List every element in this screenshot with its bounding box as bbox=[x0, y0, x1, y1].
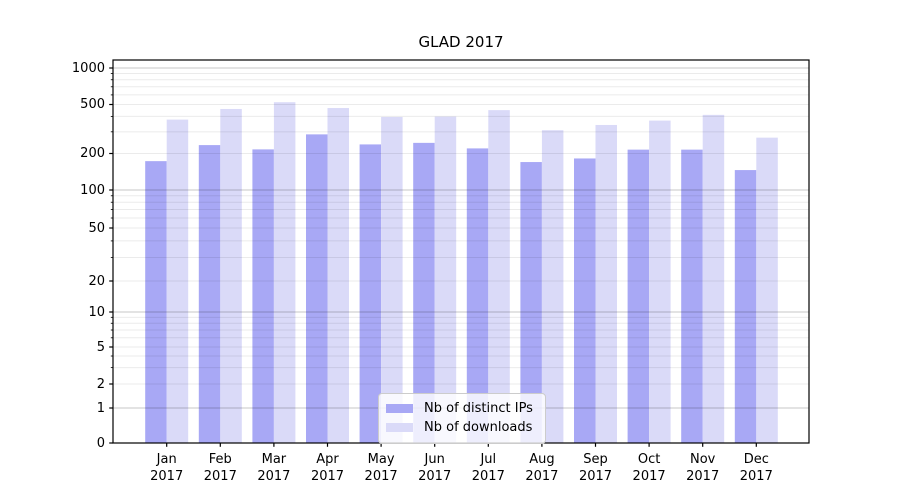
bar-downloads bbox=[381, 116, 403, 443]
x-tick-label: Sep 2017 bbox=[578, 452, 613, 484]
bar-distinct-ips bbox=[306, 134, 328, 443]
y-tick-label: 10 bbox=[88, 304, 105, 320]
x-tick-label: Jan 2017 bbox=[150, 452, 184, 484]
bar-distinct-ips bbox=[413, 142, 435, 443]
y-tick-label: 1 bbox=[96, 400, 105, 416]
y-tick-label: 200 bbox=[80, 146, 105, 161]
x-tick-label: Oct 2017 bbox=[632, 452, 666, 484]
y-tick-label: 2 bbox=[96, 376, 105, 392]
legend-label-distinct-ips: Nb of distinct IPs bbox=[424, 401, 533, 416]
bar-downloads bbox=[273, 102, 296, 444]
x-tick-label: Mar 2017 bbox=[257, 452, 291, 484]
bar-distinct-ips bbox=[574, 158, 596, 443]
x-tick-label: Nov 2017 bbox=[686, 452, 720, 484]
bar-downloads bbox=[649, 120, 671, 443]
y-tick-label: 20 bbox=[88, 273, 105, 289]
legend-swatch-downloads bbox=[386, 423, 413, 432]
bar-downloads bbox=[327, 108, 349, 443]
bar-distinct-ips bbox=[145, 161, 167, 443]
bar-distinct-ips bbox=[359, 144, 382, 443]
bar-downloads bbox=[756, 137, 778, 443]
bar-downloads bbox=[595, 124, 617, 443]
bar-downloads bbox=[702, 114, 725, 443]
legend-label-downloads: Nb of downloads bbox=[424, 420, 533, 435]
bar-distinct-ips bbox=[681, 149, 703, 443]
bar-downloads bbox=[488, 110, 510, 443]
y-tick-label: 5 bbox=[96, 339, 105, 355]
x-tick-label: Dec 2017 bbox=[739, 452, 773, 484]
bar-distinct-ips bbox=[198, 145, 221, 443]
x-tick-label: Aug 2017 bbox=[525, 452, 559, 484]
y-tick-label: 50 bbox=[88, 220, 105, 236]
bar-distinct-ips bbox=[520, 162, 542, 443]
legend: Nb of distinct IPs Nb of downloads bbox=[378, 393, 546, 444]
bar-downloads bbox=[220, 108, 242, 443]
legend-swatch-distinct-ips bbox=[386, 404, 413, 413]
y-tick-label: 1000 bbox=[71, 60, 105, 76]
chart-title: GLAD 2017 bbox=[418, 33, 504, 51]
x-tick-label: Apr 2017 bbox=[310, 452, 345, 484]
bar-downloads bbox=[434, 116, 457, 444]
y-tick-label: 500 bbox=[80, 97, 105, 112]
x-tick-label: May 2017 bbox=[364, 452, 398, 484]
x-tick-label: Jul 2017 bbox=[471, 452, 505, 484]
legend-item-distinct-ips: Nb of distinct IPs bbox=[386, 399, 538, 418]
y-tick-label: 0 bbox=[96, 435, 105, 451]
bar-downloads bbox=[541, 130, 564, 443]
bar-distinct-ips bbox=[627, 149, 650, 443]
y-tick-label: 100 bbox=[80, 182, 105, 198]
bar-distinct-ips bbox=[252, 149, 274, 443]
bar-distinct-ips bbox=[734, 170, 757, 444]
bar-downloads bbox=[166, 119, 189, 443]
legend-item-downloads: Nb of downloads bbox=[386, 418, 538, 437]
x-tick-label: Jun 2017 bbox=[418, 452, 452, 484]
x-tick-label: Feb 2017 bbox=[203, 452, 237, 484]
bar-distinct-ips bbox=[466, 148, 489, 444]
